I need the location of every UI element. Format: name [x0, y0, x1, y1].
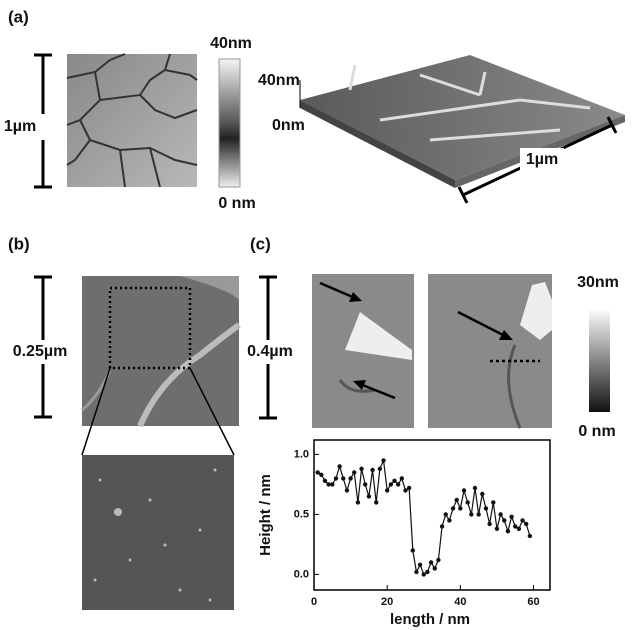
data-point — [491, 500, 495, 504]
data-point — [315, 470, 319, 474]
data-point — [378, 467, 382, 471]
y-tick-label: 0.5 — [294, 508, 309, 520]
data-point — [484, 506, 488, 510]
data-point — [359, 467, 363, 471]
scale-label-3d: 1µm — [526, 151, 558, 168]
data-point — [513, 524, 517, 528]
y-axis-label: Height / nm — [257, 474, 274, 556]
afm-zoom-image — [82, 455, 234, 610]
data-point — [403, 488, 407, 492]
colorbar-max: 30nm — [577, 274, 619, 291]
scale-label: 0.25µm — [13, 343, 68, 360]
scale-label: 1µm — [4, 118, 36, 135]
z-min: 0nm — [272, 117, 305, 134]
data-point — [440, 524, 444, 528]
data-point — [465, 500, 469, 504]
data-point — [367, 494, 371, 498]
data-point — [506, 529, 510, 533]
data-point — [509, 515, 513, 519]
afm-image — [82, 276, 239, 426]
data-point — [389, 482, 393, 486]
x-tick-label: 40 — [454, 596, 466, 608]
data-point — [422, 572, 426, 576]
data-point — [498, 512, 502, 516]
data-point — [400, 476, 404, 480]
colorbar-max: 40nm — [210, 35, 252, 52]
data-point — [411, 548, 415, 552]
data-point — [348, 476, 352, 480]
data-point — [528, 534, 532, 538]
data-point — [407, 486, 411, 490]
scale-label: 0.4µm — [247, 343, 293, 360]
panel-label: (a) — [8, 7, 29, 26]
plot-frame — [314, 440, 550, 590]
x-tick-label: 20 — [381, 596, 393, 608]
data-point — [476, 512, 480, 516]
data-point — [352, 470, 356, 474]
z-max: 40nm — [258, 72, 300, 89]
data-point — [517, 527, 521, 531]
surface-3d — [300, 55, 625, 180]
x-tick-label: 60 — [527, 596, 539, 608]
colorbar-min: 0 nm — [578, 423, 615, 440]
data-point — [374, 500, 378, 504]
data-point — [363, 482, 367, 486]
data-point — [341, 476, 345, 480]
data-point — [396, 482, 400, 486]
colorbar — [219, 59, 240, 187]
data-point — [480, 492, 484, 496]
data-point — [495, 527, 499, 531]
data-point — [330, 482, 334, 486]
data-point — [454, 498, 458, 502]
x-axis-label: length / nm — [390, 611, 470, 628]
y-tick-label: 1.0 — [294, 448, 309, 460]
data-point — [425, 570, 429, 574]
data-point — [469, 512, 473, 516]
data-point — [385, 488, 389, 492]
data-point — [429, 560, 433, 564]
panel-label: (b) — [8, 234, 30, 253]
data-point — [418, 563, 422, 567]
colorbar-min: 0 nm — [218, 195, 255, 212]
data-point — [458, 506, 462, 510]
x-tick-label: 0 — [311, 596, 317, 608]
data-point — [524, 522, 528, 526]
figure: (a) 1µm 40nm 0 nm 40nm 0nm 1µm (b) 0.25µ… — [0, 0, 634, 630]
data-point — [370, 468, 374, 472]
data-point — [502, 518, 506, 522]
data-point — [414, 570, 418, 574]
data-point — [345, 488, 349, 492]
data-point — [462, 488, 466, 492]
colorbar — [589, 310, 610, 412]
y-tick-label: 0.0 — [294, 568, 309, 580]
data-point — [473, 486, 477, 490]
data-point — [444, 512, 448, 516]
data-point — [433, 566, 437, 570]
data-point — [381, 458, 385, 462]
panel-label: (c) — [250, 234, 271, 253]
data-point — [334, 476, 338, 480]
data-point — [356, 500, 360, 504]
data-point — [436, 558, 440, 562]
data-point — [323, 479, 327, 483]
data-point — [447, 518, 451, 522]
data-point — [487, 522, 491, 526]
data-point — [392, 479, 396, 483]
data-point — [319, 473, 323, 477]
data-point — [451, 506, 455, 510]
data-point — [337, 464, 341, 468]
data-point — [520, 518, 524, 522]
